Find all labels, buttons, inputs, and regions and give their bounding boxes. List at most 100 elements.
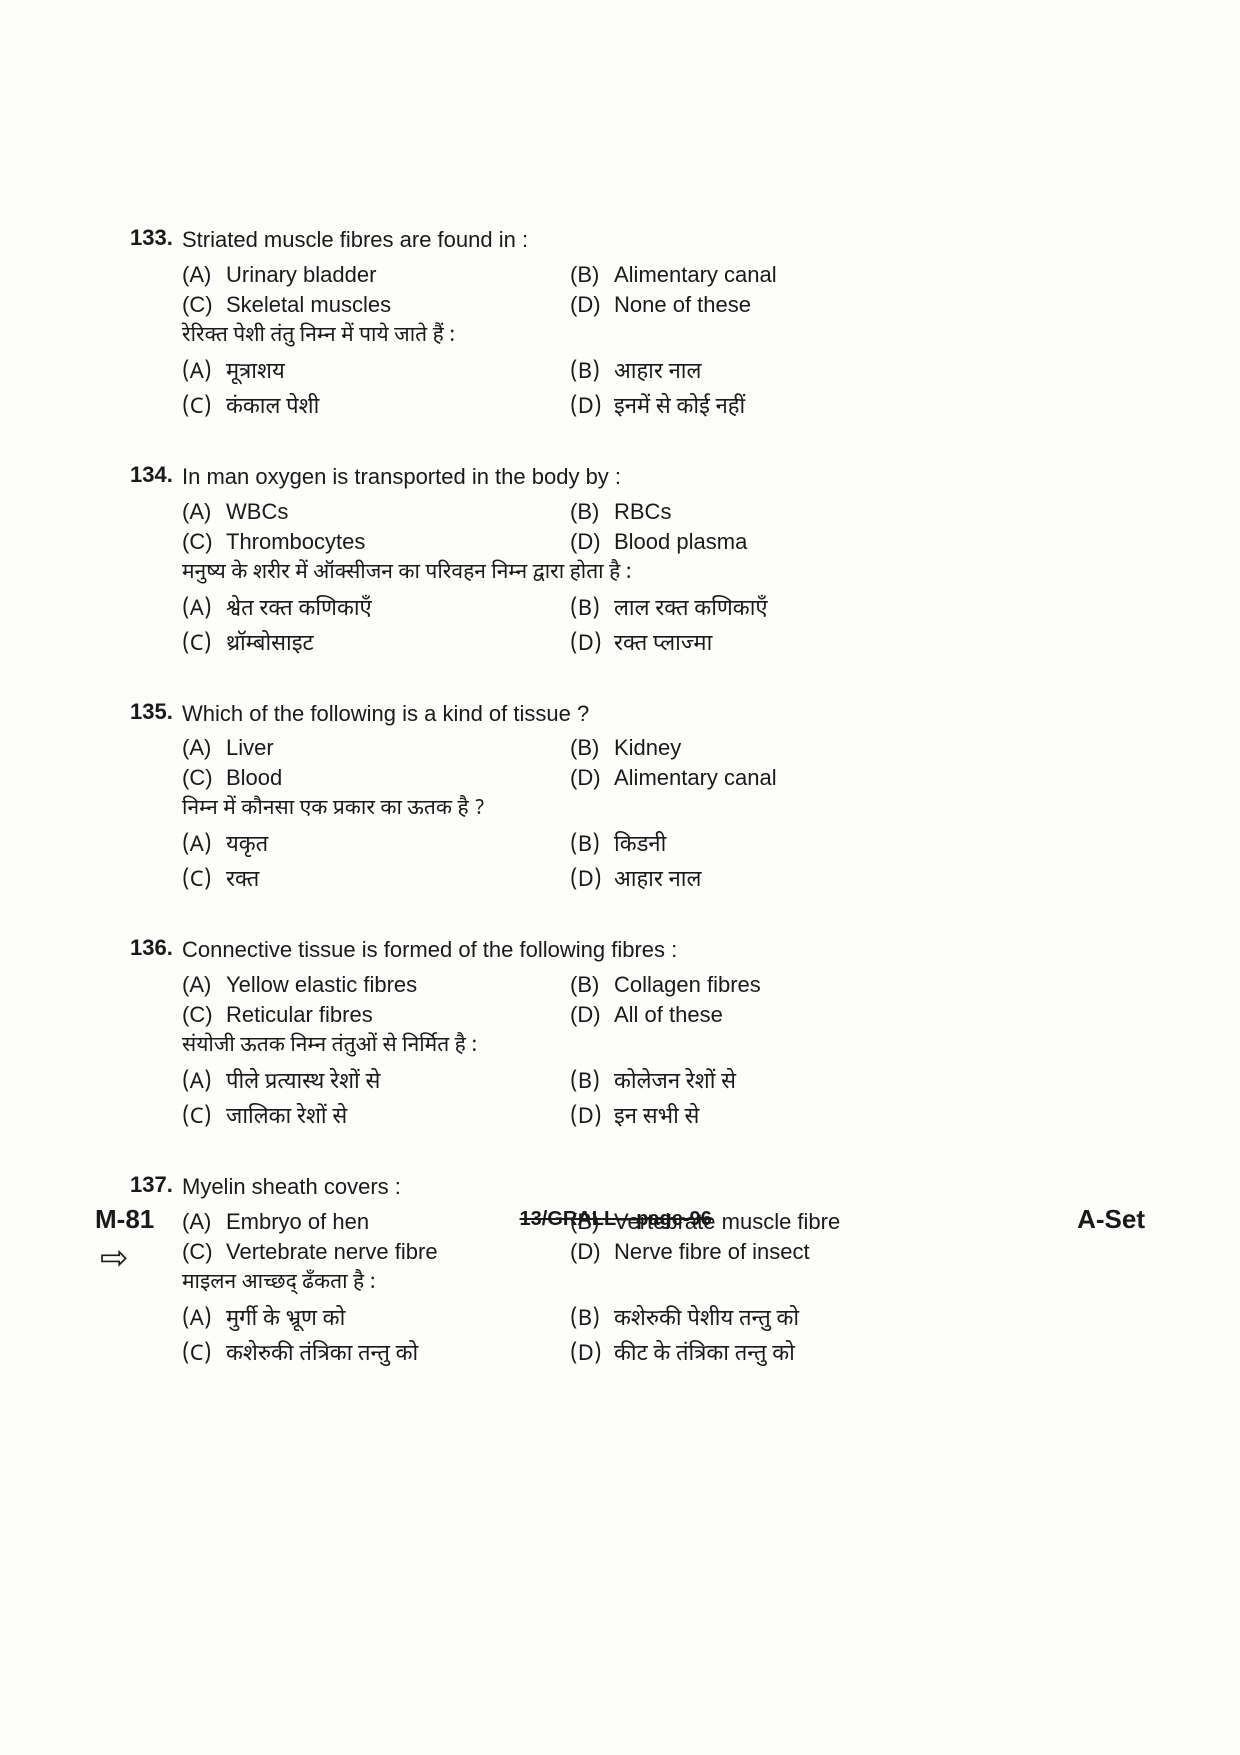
option-letter: (B) — [570, 1305, 614, 1334]
option-letter: (D) — [570, 1340, 614, 1369]
question-stem-hi: रेरिक्त पेशी तंतु निम्न में पाये जाते है… — [130, 322, 1140, 350]
option-letter: (C) — [182, 1103, 226, 1132]
option-text: Liver — [226, 735, 570, 761]
option-letter: (C) — [182, 765, 226, 791]
question-stem-en: Striated muscle fibres are found in : — [182, 225, 528, 256]
option-text: कीट के तंत्रिका तन्तु को — [614, 1340, 1140, 1369]
option-text: Nerve fibre of insect — [614, 1239, 1140, 1265]
option-text: कंकाल पेशी — [226, 393, 570, 422]
option-text: यकृत — [226, 831, 570, 860]
option-letter: (C) — [182, 1002, 226, 1028]
arrow-right-icon: ⇨ — [100, 1241, 129, 1275]
option-letter: (B) — [570, 499, 614, 525]
option-letter: (D) — [570, 393, 614, 422]
option-text: RBCs — [614, 499, 1140, 525]
question-stem-en: Myelin sheath covers : — [182, 1172, 401, 1203]
option-text: जालिका रेशों से — [226, 1103, 570, 1132]
question-stem-hi: निम्न में कौनसा एक प्रकार का ऊतक है ? — [130, 795, 1140, 823]
footer-left: M-81 — [95, 1204, 154, 1235]
question-number: 133. — [130, 225, 182, 256]
option-text: कोलेजन रेशों से — [614, 1068, 1140, 1097]
option-text: Blood plasma — [614, 529, 1140, 555]
question-136: 136. Connective tissue is formed of the … — [130, 935, 1140, 1132]
option-letter: (D) — [570, 866, 614, 895]
option-letter: (C) — [182, 1340, 226, 1369]
option-text: कशेरुकी तंत्रिका तन्तु को — [226, 1340, 570, 1369]
option-letter: (A) — [182, 972, 226, 998]
option-letter: (A) — [182, 499, 226, 525]
option-text: थ्रॉम्बोसाइट — [226, 630, 570, 659]
option-text: Collagen fibres — [614, 972, 1140, 998]
option-text: All of these — [614, 1002, 1140, 1028]
option-text: Yellow elastic fibres — [226, 972, 570, 998]
option-letter: (B) — [570, 358, 614, 387]
option-text: लाल रक्त कणिकाएँ — [614, 595, 1140, 624]
question-stem-hi: माइलन आच्छद् ढँकता है : — [130, 1269, 1140, 1297]
option-letter: (A) — [182, 262, 226, 288]
question-number: 137. — [130, 1172, 182, 1203]
option-text: Alimentary canal — [614, 765, 1140, 791]
option-letter: (D) — [570, 292, 614, 318]
option-letter: (C) — [182, 529, 226, 555]
question-number: 135. — [130, 699, 182, 730]
question-stem-en: In man oxygen is transported in the body… — [182, 462, 621, 493]
option-text: None of these — [614, 292, 1140, 318]
option-text: इन सभी से — [614, 1103, 1140, 1132]
question-number: 136. — [130, 935, 182, 966]
option-letter: (B) — [570, 262, 614, 288]
option-letter: (C) — [182, 393, 226, 422]
option-text: इनमें से कोई नहीं — [614, 393, 1140, 422]
option-text: मुर्गी के भ्रूण को — [226, 1305, 570, 1334]
option-letter: (D) — [570, 1002, 614, 1028]
option-letter: (D) — [570, 529, 614, 555]
question-stem-en: Which of the following is a kind of tiss… — [182, 699, 589, 730]
option-text: किडनी — [614, 831, 1140, 860]
question-number: 134. — [130, 462, 182, 493]
option-text: आहार नाल — [614, 866, 1140, 895]
option-letter: (D) — [570, 1103, 614, 1132]
option-letter: (D) — [570, 765, 614, 791]
footer-right: A-Set — [1077, 1204, 1145, 1235]
option-letter: (B) — [570, 1068, 614, 1097]
question-137: 137. Myelin sheath covers : (A)Embryo of… — [130, 1172, 1140, 1369]
footer-center: 13/GRALL—page-96 — [520, 1208, 712, 1231]
option-letter: (B) — [570, 972, 614, 998]
option-text: Alimentary canal — [614, 262, 1140, 288]
option-text: Urinary bladder — [226, 262, 570, 288]
question-134: 134. In man oxygen is transported in the… — [130, 462, 1140, 659]
option-text: श्वेत रक्त कणिकाएँ — [226, 595, 570, 624]
option-letter: (C) — [182, 630, 226, 659]
option-text: Vertebrate nerve fibre — [226, 1239, 570, 1265]
option-letter: (A) — [182, 1068, 226, 1097]
option-text: Reticular fibres — [226, 1002, 570, 1028]
option-letter: (C) — [182, 866, 226, 895]
question-stem-en: Connective tissue is formed of the follo… — [182, 935, 677, 966]
option-text: WBCs — [226, 499, 570, 525]
option-text: रक्त — [226, 866, 570, 895]
option-text: रक्त प्लाज्मा — [614, 630, 1140, 659]
option-text: Kidney — [614, 735, 1140, 761]
option-letter: (A) — [182, 831, 226, 860]
question-135: 135. Which of the following is a kind of… — [130, 699, 1140, 896]
option-letter: (A) — [182, 358, 226, 387]
question-133: 133. Striated muscle fibres are found in… — [130, 225, 1140, 422]
question-stem-hi: मनुष्य के शरीर में ऑक्सीजन का परिवहन निम… — [130, 559, 1140, 587]
option-text: पीले प्रत्यास्थ रेशों से — [226, 1068, 570, 1097]
question-stem-hi: संयोजी ऊतक निम्न तंतुओं से निर्मित है : — [130, 1032, 1140, 1060]
option-letter: (A) — [182, 595, 226, 624]
option-letter: (A) — [182, 1305, 226, 1334]
option-letter: (A) — [182, 735, 226, 761]
option-text: Skeletal muscles — [226, 292, 570, 318]
option-letter: (D) — [570, 630, 614, 659]
option-letter: (B) — [570, 831, 614, 860]
option-letter: (C) — [182, 292, 226, 318]
page-content: 133. Striated muscle fibres are found in… — [0, 0, 1240, 1469]
option-letter: (D) — [570, 1239, 614, 1265]
option-letter: (B) — [570, 735, 614, 761]
option-text: मूत्राशय — [226, 358, 570, 387]
option-text: Thrombocytes — [226, 529, 570, 555]
option-letter: (B) — [570, 595, 614, 624]
option-text: कशेरुकी पेशीय तन्तु को — [614, 1305, 1140, 1334]
page-footer: M-81 13/GRALL—page-96 A-Set — [95, 1204, 1145, 1235]
option-text: Blood — [226, 765, 570, 791]
